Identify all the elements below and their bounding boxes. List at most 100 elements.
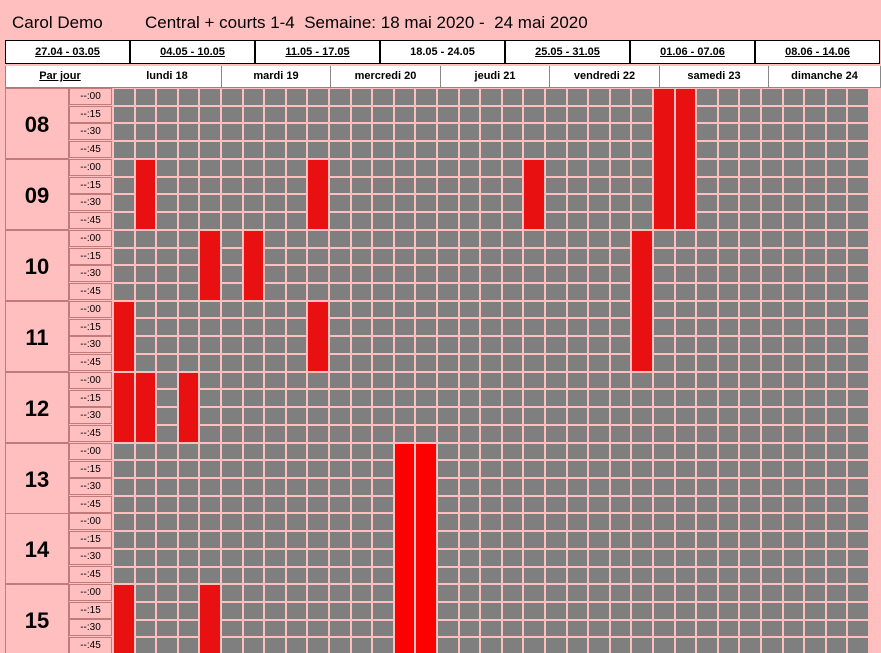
time-slot[interactable] — [351, 496, 372, 513]
time-slot[interactable] — [567, 354, 588, 372]
time-slot[interactable] — [653, 389, 675, 407]
time-slot[interactable] — [264, 513, 286, 531]
booking-block[interactable] — [653, 88, 675, 230]
time-slot[interactable] — [243, 318, 264, 336]
time-slot[interactable] — [437, 212, 459, 230]
time-slot[interactable] — [156, 513, 178, 531]
time-slot[interactable] — [372, 478, 394, 496]
time-slot[interactable] — [113, 177, 135, 194]
time-slot[interactable] — [588, 407, 610, 425]
time-slot[interactable] — [696, 460, 718, 478]
time-slot[interactable] — [502, 283, 523, 301]
time-slot[interactable] — [286, 194, 307, 212]
time-slot[interactable] — [264, 531, 286, 549]
time-slot[interactable] — [761, 531, 783, 549]
time-slot[interactable] — [523, 301, 545, 318]
time-slot[interactable] — [567, 265, 588, 283]
time-slot[interactable] — [502, 602, 523, 620]
booking-block[interactable] — [113, 301, 135, 372]
time-slot[interactable] — [610, 531, 631, 549]
time-slot[interactable] — [394, 407, 415, 425]
time-slot[interactable] — [351, 301, 372, 318]
time-slot[interactable] — [653, 620, 675, 637]
time-slot[interactable] — [804, 354, 826, 372]
time-slot[interactable] — [243, 496, 264, 513]
time-slot[interactable] — [307, 496, 329, 513]
time-slot[interactable] — [135, 496, 156, 513]
time-slot[interactable] — [653, 318, 675, 336]
time-slot[interactable] — [286, 123, 307, 141]
time-slot[interactable] — [156, 318, 178, 336]
time-slot[interactable] — [113, 194, 135, 212]
time-slot[interactable] — [113, 123, 135, 141]
time-slot[interactable] — [502, 389, 523, 407]
time-slot[interactable] — [826, 549, 847, 567]
time-slot[interactable] — [783, 602, 804, 620]
time-slot[interactable] — [653, 425, 675, 443]
time-slot[interactable] — [826, 531, 847, 549]
time-slot[interactable] — [847, 620, 869, 637]
time-slot[interactable] — [264, 230, 286, 248]
time-slot[interactable] — [739, 407, 761, 425]
time-slot[interactable] — [761, 159, 783, 177]
time-slot[interactable] — [329, 248, 351, 265]
time-slot[interactable] — [502, 88, 523, 106]
time-slot[interactable] — [567, 602, 588, 620]
time-slot[interactable] — [718, 496, 739, 513]
time-slot[interactable] — [502, 478, 523, 496]
time-slot[interactable] — [739, 123, 761, 141]
time-slot[interactable] — [286, 301, 307, 318]
time-slot[interactable] — [761, 602, 783, 620]
time-slot[interactable] — [156, 336, 178, 354]
time-slot[interactable] — [243, 602, 264, 620]
time-slot[interactable] — [826, 407, 847, 425]
time-slot[interactable] — [156, 265, 178, 283]
time-slot[interactable] — [243, 478, 264, 496]
time-slot[interactable] — [156, 637, 178, 653]
time-slot[interactable] — [459, 106, 480, 123]
time-slot[interactable] — [847, 177, 869, 194]
booking-block[interactable] — [199, 230, 221, 301]
time-slot[interactable] — [804, 637, 826, 653]
time-slot[interactable] — [545, 336, 567, 354]
time-slot[interactable] — [761, 513, 783, 531]
time-slot[interactable] — [567, 513, 588, 531]
time-slot[interactable] — [675, 407, 696, 425]
time-slot[interactable] — [135, 318, 156, 336]
time-slot[interactable] — [631, 620, 653, 637]
time-slot[interactable] — [372, 372, 394, 389]
time-slot[interactable] — [675, 354, 696, 372]
time-slot[interactable] — [783, 318, 804, 336]
time-slot[interactable] — [329, 354, 351, 372]
time-slot[interactable] — [329, 602, 351, 620]
time-slot[interactable] — [610, 584, 631, 602]
time-slot[interactable] — [761, 407, 783, 425]
time-slot[interactable] — [545, 460, 567, 478]
time-slot[interactable] — [329, 372, 351, 389]
time-slot[interactable] — [480, 567, 502, 584]
time-slot[interactable] — [610, 265, 631, 283]
time-slot[interactable] — [351, 478, 372, 496]
time-slot[interactable] — [264, 265, 286, 283]
time-slot[interactable] — [847, 443, 869, 460]
time-slot[interactable] — [696, 194, 718, 212]
time-slot[interactable] — [372, 531, 394, 549]
time-slot[interactable] — [113, 141, 135, 159]
time-slot[interactable] — [804, 212, 826, 230]
week-link-5[interactable]: 25.05 - 31.05 — [505, 40, 630, 64]
time-slot[interactable] — [502, 620, 523, 637]
time-slot[interactable] — [761, 283, 783, 301]
time-slot[interactable] — [718, 407, 739, 425]
time-slot[interactable] — [739, 106, 761, 123]
time-slot[interactable] — [243, 354, 264, 372]
time-slot[interactable] — [588, 194, 610, 212]
time-slot[interactable] — [610, 301, 631, 318]
time-slot[interactable] — [523, 584, 545, 602]
time-slot[interactable] — [351, 372, 372, 389]
time-slot[interactable] — [545, 212, 567, 230]
time-slot[interactable] — [523, 567, 545, 584]
time-slot[interactable] — [783, 407, 804, 425]
time-slot[interactable] — [264, 602, 286, 620]
time-slot[interactable] — [675, 425, 696, 443]
time-slot[interactable] — [826, 425, 847, 443]
